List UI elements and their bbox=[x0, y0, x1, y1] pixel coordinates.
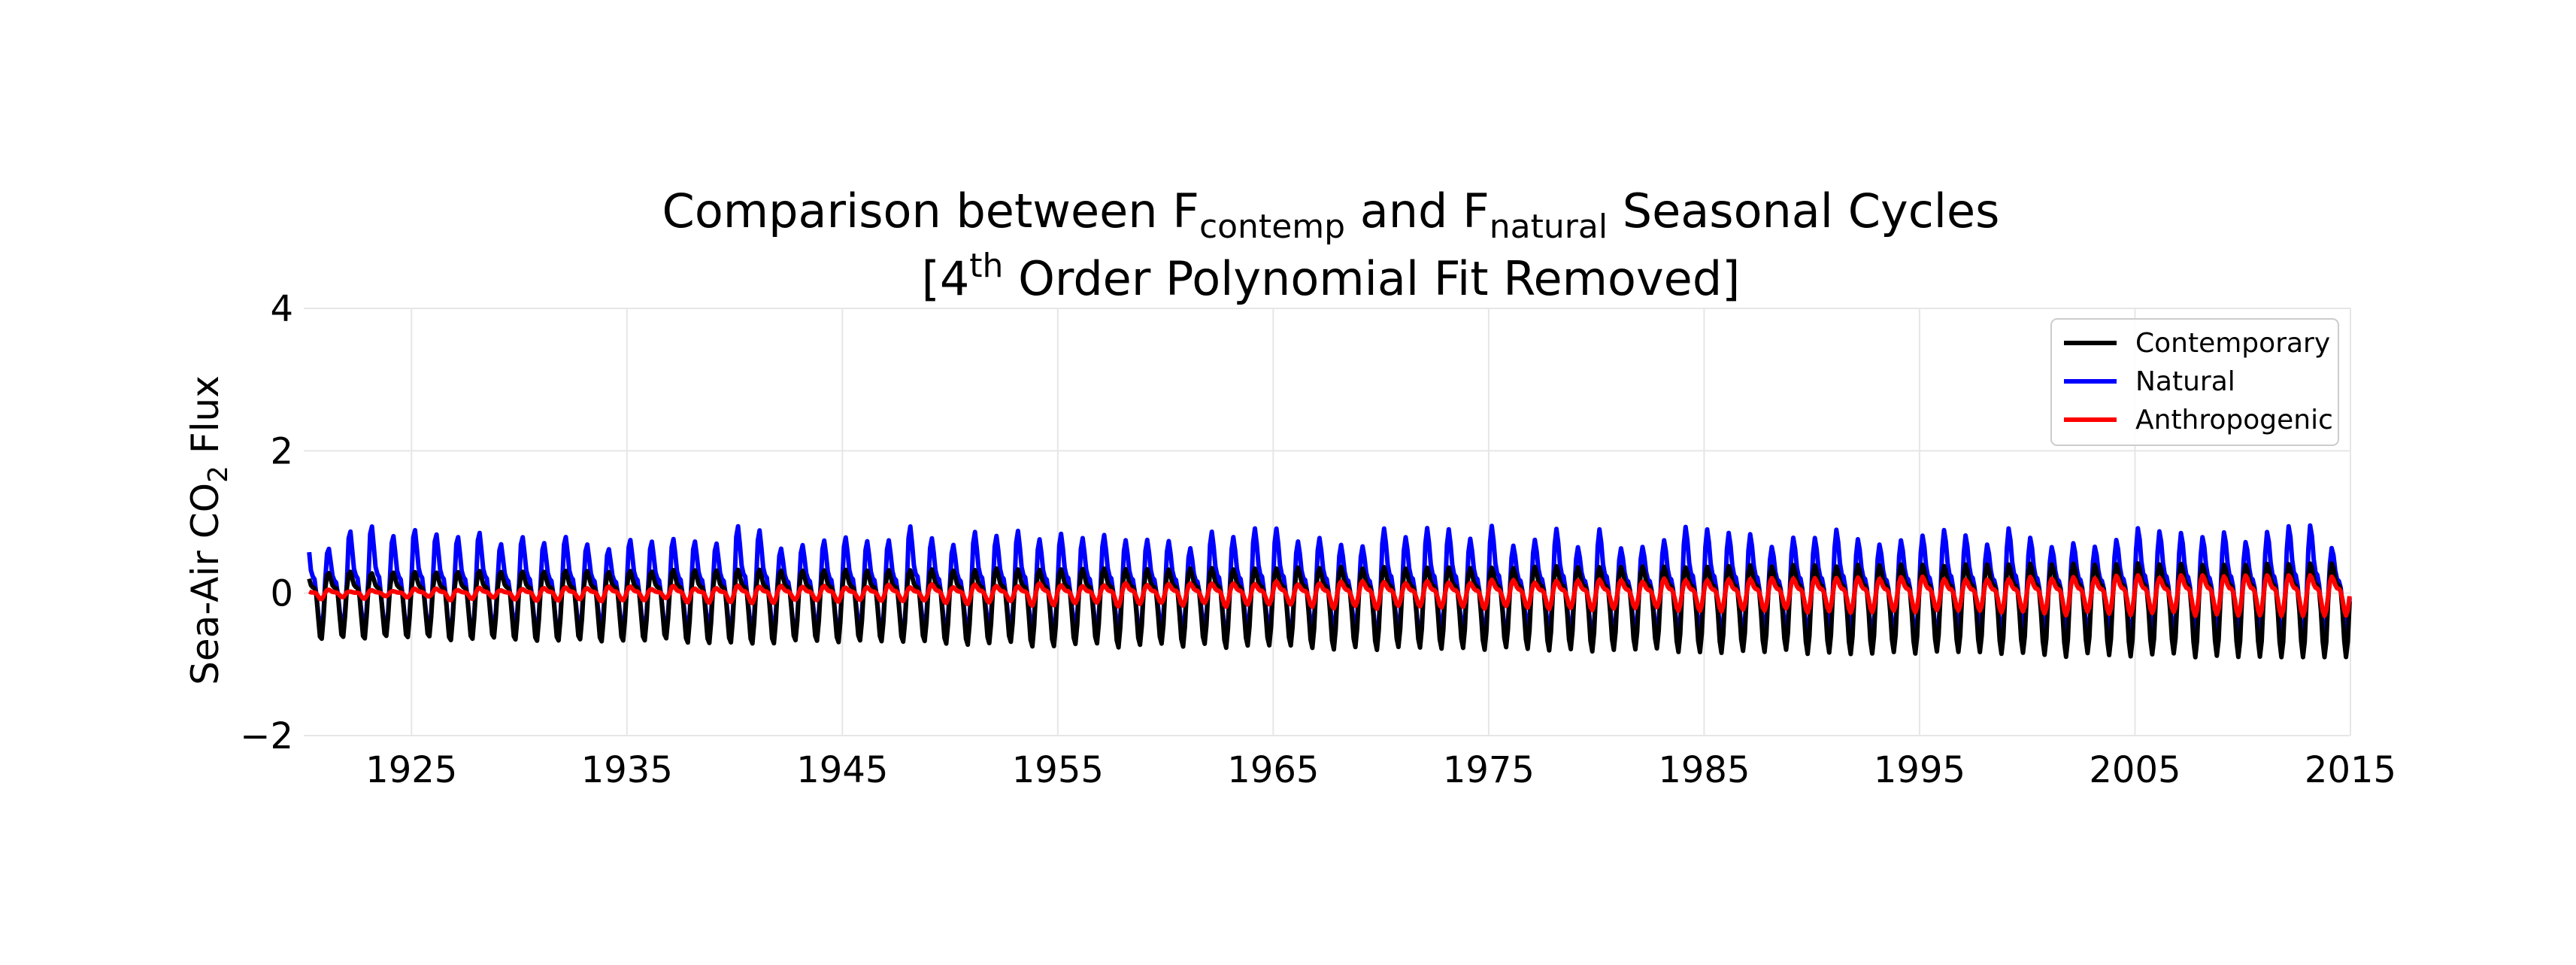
x-tick-label: 1935 bbox=[581, 749, 673, 791]
x-tick-label: 2005 bbox=[2089, 749, 2181, 791]
y-axis-ticks: −2 0 2 4 bbox=[240, 288, 293, 757]
x-tick-label: 1965 bbox=[1227, 749, 1319, 791]
chart-title-line2: [4th Order Polynomial Fit Removed] bbox=[922, 247, 1741, 306]
x-tick-label: 1975 bbox=[1443, 749, 1535, 791]
y-tick-label: −2 bbox=[240, 715, 293, 757]
x-tick-label: 1955 bbox=[1012, 749, 1104, 791]
x-tick-label: 1925 bbox=[365, 749, 457, 791]
legend-label-contemporary: Contemporary bbox=[2135, 328, 2330, 359]
series-lines bbox=[307, 523, 2352, 660]
grid bbox=[304, 308, 2351, 736]
y-tick-label: 0 bbox=[270, 573, 293, 615]
x-tick-label: 2015 bbox=[2305, 749, 2396, 791]
x-tick-label: 1995 bbox=[1874, 749, 1965, 791]
y-tick-label: 4 bbox=[270, 288, 293, 330]
y-axis-label: Sea-Air CO2 Flux bbox=[183, 375, 234, 685]
x-tick-label: 1985 bbox=[1658, 749, 1750, 791]
series-line-anthropogenic bbox=[308, 573, 2352, 618]
chart-title-line1: Comparison between Fcontemp and Fnatural… bbox=[662, 184, 2000, 246]
legend-label-anthropogenic: Anthropogenic bbox=[2135, 405, 2333, 435]
x-tick-label: 1945 bbox=[796, 749, 888, 791]
legend: Contemporary Natural Anthropogenic bbox=[2050, 318, 2339, 446]
legend-label-natural: Natural bbox=[2135, 366, 2235, 397]
y-tick-label: 2 bbox=[270, 430, 293, 472]
x-axis-ticks: 1925 1935 1945 1955 1965 1975 1985 1995 2005 2015 bbox=[365, 749, 2396, 791]
legend-frame bbox=[2050, 318, 2339, 446]
